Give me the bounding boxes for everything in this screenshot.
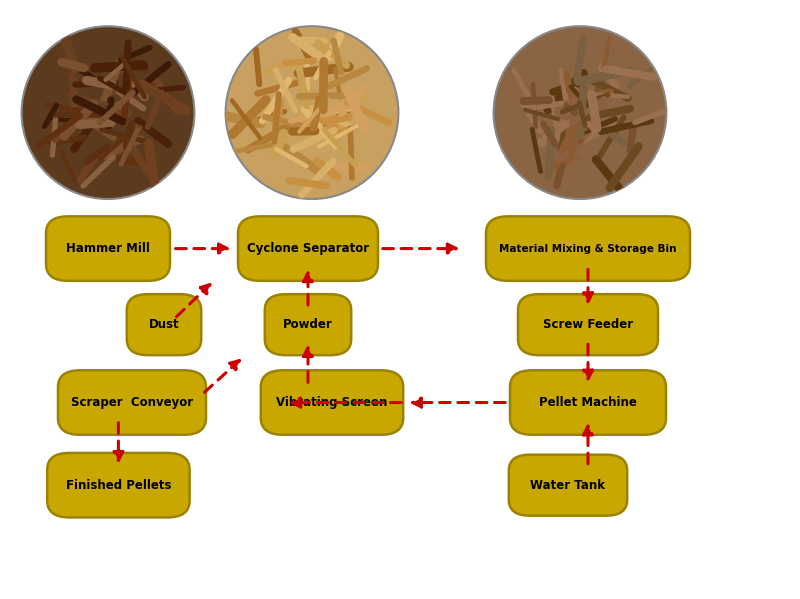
Text: Water Tank: Water Tank bbox=[530, 479, 606, 492]
Text: Material Mixing & Storage Bin: Material Mixing & Storage Bin bbox=[499, 244, 677, 253]
Text: Finished Pellets: Finished Pellets bbox=[66, 479, 171, 492]
FancyBboxPatch shape bbox=[261, 370, 403, 435]
FancyBboxPatch shape bbox=[265, 294, 351, 355]
Ellipse shape bbox=[494, 26, 666, 199]
Ellipse shape bbox=[226, 26, 398, 199]
FancyBboxPatch shape bbox=[509, 455, 627, 516]
Text: Dust: Dust bbox=[149, 318, 179, 331]
FancyBboxPatch shape bbox=[238, 216, 378, 281]
Text: Vibrating Screen: Vibrating Screen bbox=[276, 396, 388, 409]
FancyBboxPatch shape bbox=[510, 370, 666, 435]
Text: Screw Feeder: Screw Feeder bbox=[543, 318, 633, 331]
Text: Pellet Machine: Pellet Machine bbox=[539, 396, 637, 409]
FancyBboxPatch shape bbox=[518, 294, 658, 355]
Ellipse shape bbox=[22, 26, 194, 199]
FancyBboxPatch shape bbox=[47, 453, 190, 518]
Text: Scraper  Conveyor: Scraper Conveyor bbox=[71, 396, 193, 409]
Text: Powder: Powder bbox=[283, 318, 333, 331]
Text: Hammer Mill: Hammer Mill bbox=[66, 242, 150, 255]
FancyBboxPatch shape bbox=[58, 370, 206, 435]
FancyBboxPatch shape bbox=[486, 216, 690, 281]
FancyBboxPatch shape bbox=[126, 294, 201, 355]
FancyBboxPatch shape bbox=[46, 216, 170, 281]
Text: Cyclone Separator: Cyclone Separator bbox=[247, 242, 369, 255]
